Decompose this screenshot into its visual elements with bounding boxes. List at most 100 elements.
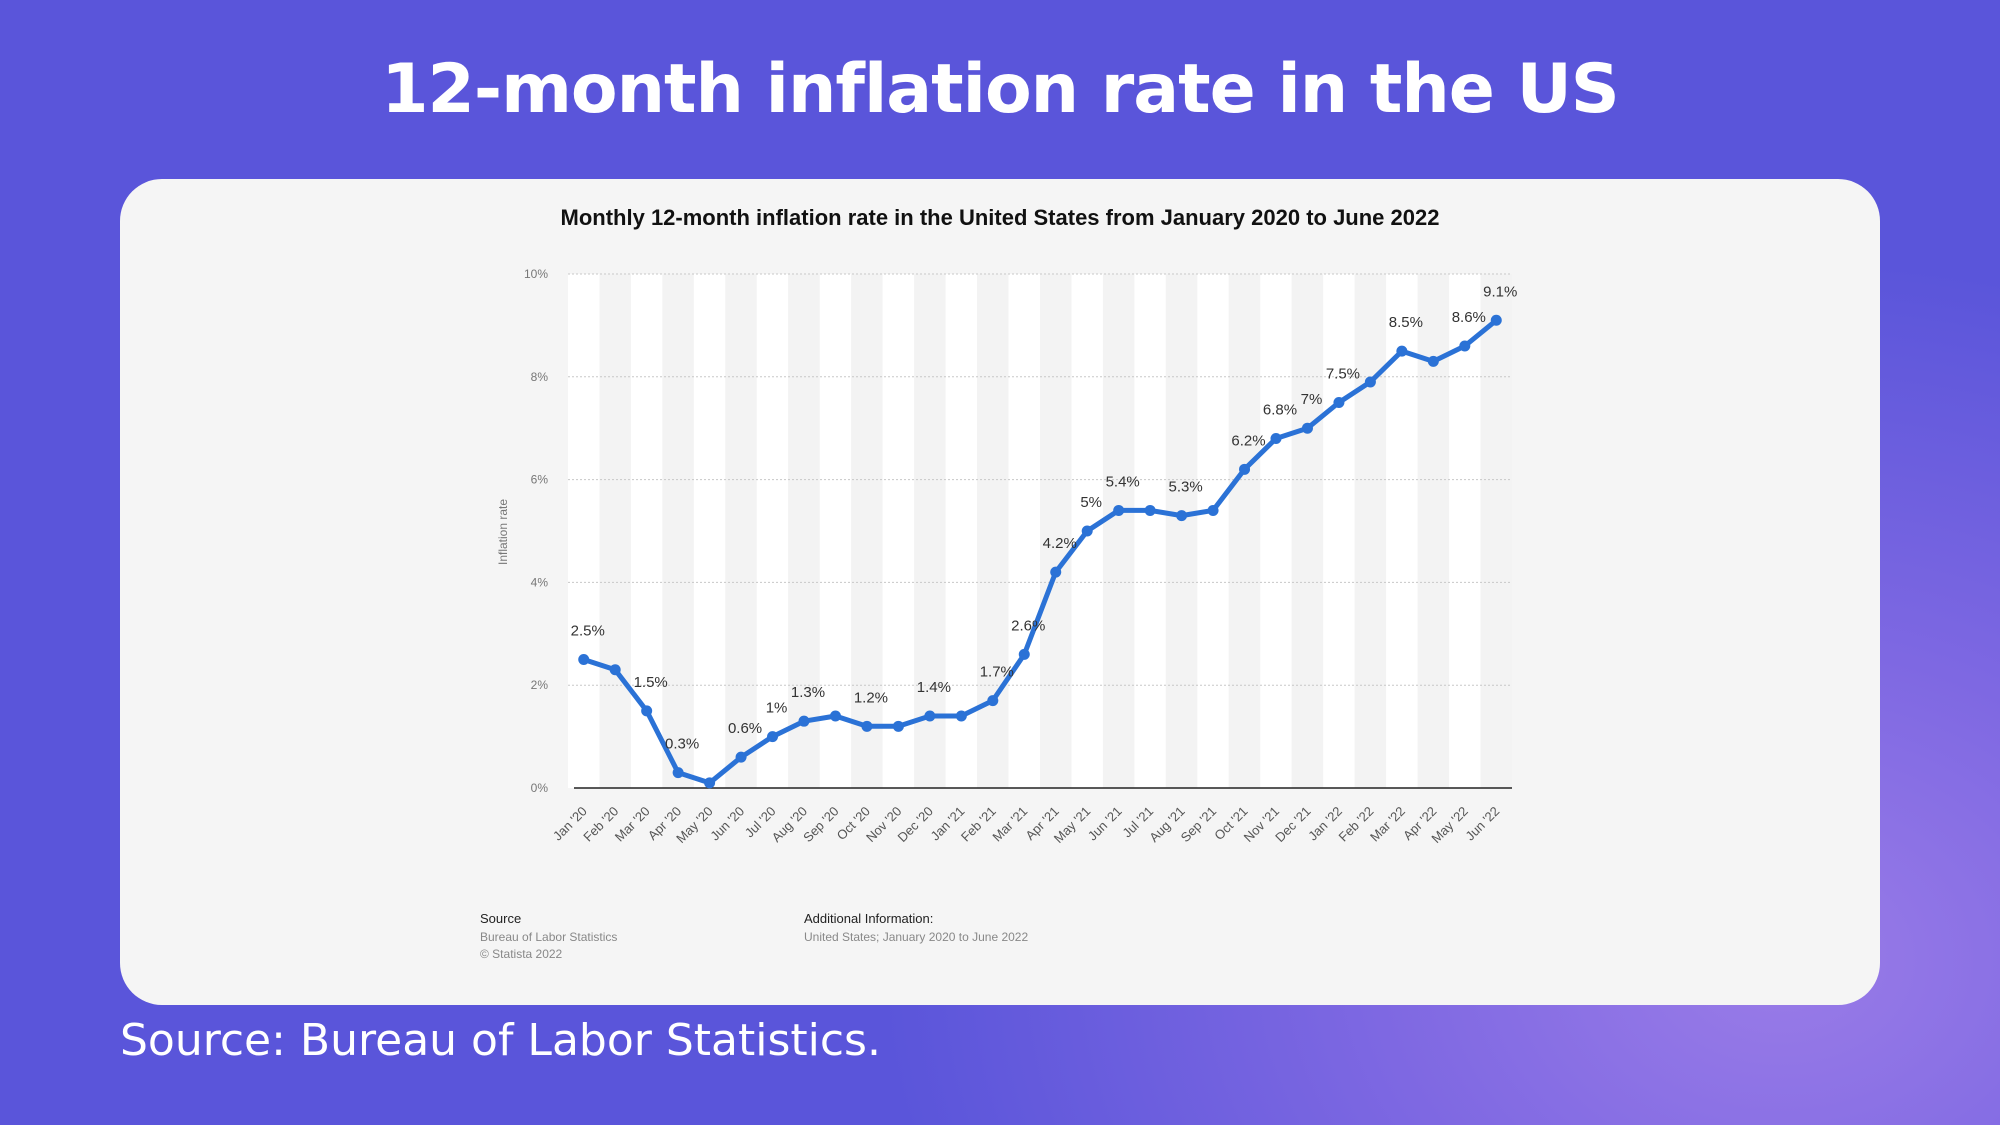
chart-card: Monthly 12-month inflation rate in the U…	[120, 179, 1880, 1005]
column-band	[1197, 274, 1229, 788]
data-point	[1144, 504, 1156, 516]
y-tick-label: 2%	[531, 678, 549, 692]
data-point	[829, 710, 841, 722]
column-band	[977, 274, 1009, 788]
x-tick-label: Jun '20	[707, 804, 747, 844]
data-point	[1113, 504, 1125, 516]
column-bands	[568, 274, 1512, 788]
column-band	[1260, 274, 1292, 788]
data-point	[1427, 355, 1439, 367]
additional-info-text: United States; January 2020 to June 2022	[804, 930, 1028, 944]
x-tick-label: Mar '22	[1367, 804, 1408, 845]
data-label: 1.7%	[980, 664, 1014, 681]
data-label: 7%	[1301, 391, 1323, 408]
data-label: 2.5%	[571, 623, 605, 640]
data-point	[641, 705, 653, 717]
data-label: 5.3%	[1168, 479, 1202, 496]
data-label: 1.5%	[634, 674, 668, 691]
data-label: 8.6%	[1452, 309, 1486, 326]
data-point	[578, 654, 590, 665]
x-tick-label: Sep '21	[1178, 804, 1219, 845]
source-heading: Source	[480, 911, 521, 926]
data-labels: 2.5% 1.5% 0.3% 0.6%1%1.3% 1.2% 1.4% 1.7% 2.6% 4.…	[571, 283, 1518, 752]
column-band	[1008, 274, 1040, 788]
data-point	[892, 720, 904, 732]
column-band	[693, 274, 726, 788]
x-tick-label: Mar '20	[612, 804, 653, 845]
x-tick-label: Dec '20	[895, 804, 936, 845]
column-band	[1228, 274, 1261, 788]
data-point	[767, 731, 779, 743]
x-tick-label: Jun '22	[1462, 804, 1502, 844]
data-label: 8.5%	[1389, 314, 1423, 331]
data-point	[609, 664, 621, 676]
column-band	[756, 274, 789, 788]
data-point	[672, 767, 684, 779]
y-tick-label: 10%	[524, 267, 548, 281]
data-point	[861, 720, 873, 732]
y-tick-label: 8%	[531, 370, 549, 384]
column-band	[1165, 274, 1198, 788]
data-point	[1270, 432, 1282, 444]
source-line-2: © Statista 2022	[480, 947, 563, 961]
data-point	[924, 710, 936, 722]
data-point	[1490, 314, 1502, 326]
column-band	[725, 274, 757, 788]
column-band	[1291, 274, 1324, 788]
column-band	[1102, 274, 1135, 788]
inflation-line-chart: Monthly 12-month inflation rate in the U…	[480, 205, 1518, 961]
column-band	[1480, 274, 1512, 788]
column-band	[1040, 274, 1072, 788]
data-point	[1364, 376, 1376, 388]
data-point	[735, 751, 747, 763]
data-points	[578, 314, 1502, 789]
column-band	[599, 274, 631, 788]
series-line	[581, 317, 1499, 786]
data-point	[1081, 525, 1093, 537]
data-point	[1459, 340, 1471, 352]
column-band	[882, 274, 915, 788]
column-band	[1323, 274, 1355, 788]
data-label: 6.2%	[1231, 432, 1265, 449]
data-label: 4.2%	[1043, 535, 1077, 552]
data-label: 9.1%	[1483, 283, 1517, 300]
data-label: 1%	[766, 700, 788, 717]
column-band	[662, 274, 694, 788]
x-tick-label: Mar '21	[989, 804, 1030, 845]
chart-title: Monthly 12-month inflation rate in the U…	[561, 205, 1440, 230]
x-tick-label: Jun '21	[1085, 804, 1125, 844]
data-point	[798, 715, 810, 727]
data-point	[1018, 648, 1030, 660]
source-line-1: Bureau of Labor Statistics	[480, 930, 617, 944]
data-point	[1176, 510, 1188, 522]
column-band	[788, 274, 820, 788]
column-band	[630, 274, 663, 788]
column-band	[1449, 274, 1481, 788]
additional-info-heading: Additional Information:	[804, 911, 933, 926]
column-band	[851, 274, 883, 788]
column-band	[914, 274, 946, 788]
data-point	[1333, 397, 1345, 408]
data-point	[1301, 422, 1313, 434]
column-band	[1417, 274, 1450, 788]
y-tick-label: 0%	[531, 781, 549, 795]
y-tick-labels: 0% 2% 4% 6% 8% 10%	[524, 267, 548, 795]
column-band	[1134, 274, 1166, 788]
column-band	[945, 274, 978, 788]
data-label: 1.3%	[791, 684, 825, 701]
data-label: 6.8%	[1263, 401, 1297, 418]
data-label: 5.4%	[1106, 473, 1140, 490]
data-point	[955, 710, 967, 722]
data-label: 2.6%	[1011, 617, 1045, 634]
data-point	[1207, 504, 1219, 516]
footer-source: Source: Bureau of Labor Statistics.	[120, 1015, 881, 1066]
data-label: 1.4%	[917, 679, 951, 696]
y-tick-label: 4%	[531, 575, 549, 589]
data-point	[704, 777, 716, 789]
y-axis-label: Inflation rate	[496, 499, 510, 565]
y-tick-label: 6%	[531, 473, 549, 487]
page-title: 12-month inflation rate in the US	[381, 50, 1620, 129]
grid-lines	[568, 273, 1512, 686]
x-tick-label: Dec '21	[1272, 804, 1313, 845]
